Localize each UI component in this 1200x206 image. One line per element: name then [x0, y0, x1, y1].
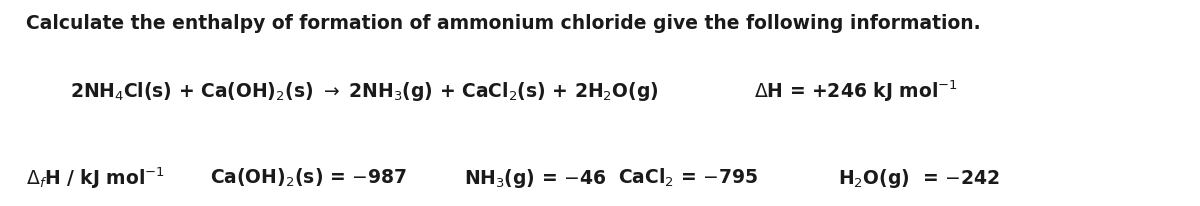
Text: H$_2$O(g)  = $-$242: H$_2$O(g) = $-$242 [838, 166, 1000, 189]
Text: CaCl$_2$ = $-$795: CaCl$_2$ = $-$795 [618, 166, 758, 188]
Text: Calculate the enthalpy of formation of ammonium chloride give the following info: Calculate the enthalpy of formation of a… [26, 14, 982, 33]
Text: $\Delta$H = +246 kJ mol$^{-1}$: $\Delta$H = +246 kJ mol$^{-1}$ [754, 78, 958, 103]
Text: 2NH$_4$Cl(s) + Ca(OH)$_2$(s) $\rightarrow$ 2NH$_3$(g) + CaCl$_2$(s) + 2H$_2$O(g): 2NH$_4$Cl(s) + Ca(OH)$_2$(s) $\rightarro… [70, 79, 659, 102]
Text: NH$_3$(g) = $-$46: NH$_3$(g) = $-$46 [464, 166, 606, 189]
Text: Ca(OH)$_2$(s) = $-$987: Ca(OH)$_2$(s) = $-$987 [210, 166, 407, 188]
Text: $\Delta_f$H / kJ mol$^{-1}$: $\Delta_f$H / kJ mol$^{-1}$ [26, 164, 166, 190]
